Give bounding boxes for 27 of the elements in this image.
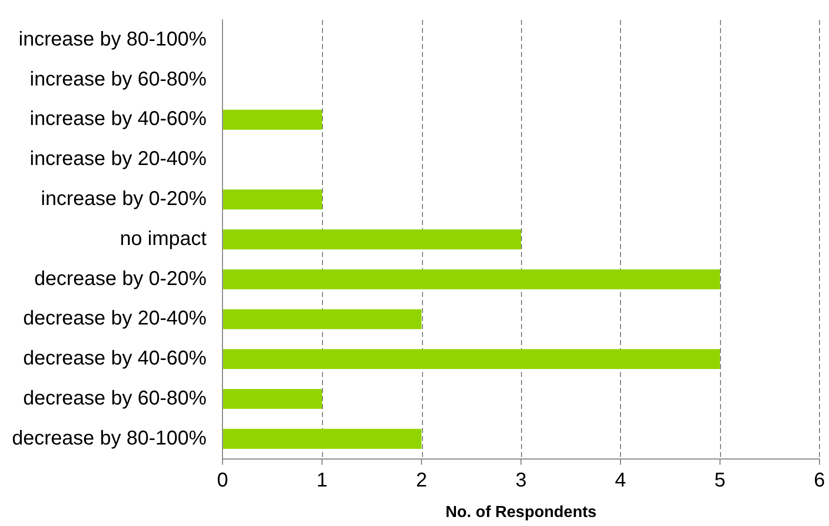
bar — [223, 269, 720, 290]
y-tick-label: increase by 0-20% — [40, 188, 207, 210]
y-tick-label: decrease by 60-80% — [23, 387, 207, 410]
y-tick-label: decrease by 0-20% — [34, 268, 207, 290]
bar — [223, 388, 322, 409]
x-tick-label: 0 — [217, 469, 228, 492]
bar — [223, 309, 422, 330]
x-axis-title: No. of Respondents — [445, 504, 597, 521]
bar — [223, 229, 522, 250]
x-tick-label: 1 — [316, 469, 328, 492]
y-tick-label: decrease by 40-60% — [23, 348, 207, 370]
y-tick-label: increase by 40-60% — [30, 108, 207, 130]
y-tick-label: increase by 20-40% — [30, 148, 207, 170]
bar — [223, 428, 422, 449]
y-tick-label: no impact — [120, 228, 208, 250]
y-tick-label: decrease by 80-100% — [12, 427, 207, 450]
bar — [223, 110, 322, 130]
x-tick-label: 3 — [515, 469, 527, 492]
bar — [223, 190, 322, 210]
y-tick-label: increase by 80-100% — [18, 28, 207, 50]
y-tick-label: decrease by 20-40% — [23, 308, 207, 330]
x-tick-label: 2 — [416, 469, 428, 492]
y-tick-label: increase by 60-80% — [30, 68, 207, 90]
x-tick-label: 6 — [814, 469, 825, 492]
bar — [223, 349, 720, 370]
x-tick-label: 4 — [614, 469, 626, 492]
x-tick-label: 5 — [714, 469, 726, 492]
